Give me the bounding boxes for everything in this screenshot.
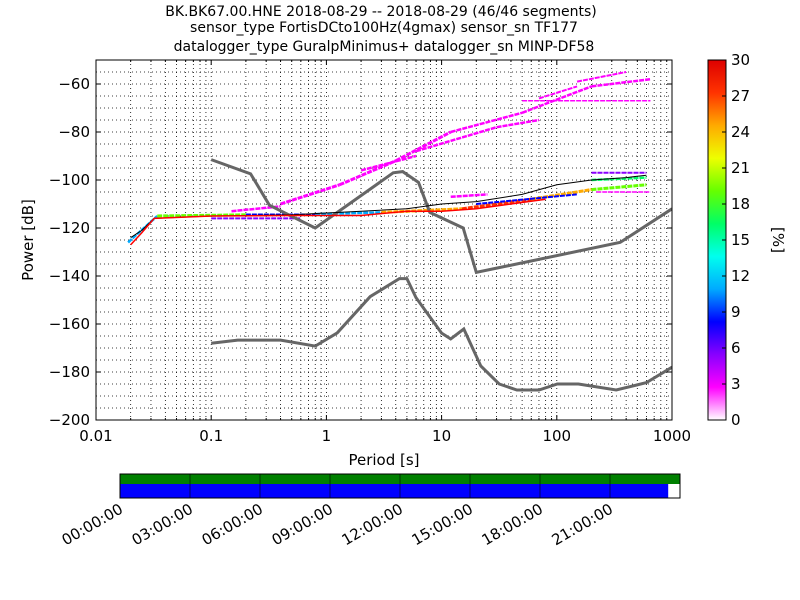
low-noise-model-line	[211, 277, 672, 392]
high-noise-model-line	[210, 158, 672, 275]
density-band	[315, 211, 382, 216]
colorbar-tick-label: 15	[731, 231, 750, 249]
processed-coverage-bar	[120, 484, 669, 498]
colorbar-label: [%]	[769, 227, 787, 253]
y-tick-label: −100	[49, 171, 90, 189]
y-tick-label: −60	[58, 75, 90, 93]
density-band	[157, 213, 246, 218]
density-band	[395, 130, 452, 163]
density-band	[496, 118, 540, 129]
density-band	[591, 77, 651, 88]
noise-models	[210, 158, 672, 392]
y-axis-ticks: −60 −80 −100 −120 −140 −160 −180 −200	[49, 75, 672, 429]
colorbar-tick-label: 12	[731, 267, 750, 285]
colorbar-tick-label: 30	[731, 51, 750, 69]
y-axis-label: Power [dB]	[19, 199, 37, 281]
y-tick-label: −200	[49, 411, 90, 429]
colorbar-tick-label: 6	[731, 339, 741, 357]
time-tick-label: 03:00:00	[129, 500, 196, 549]
x-tick-label: 0.1	[199, 427, 223, 445]
x-tick-label: 10	[432, 427, 451, 445]
density-band	[415, 126, 497, 153]
density-band	[231, 205, 281, 213]
density-band	[450, 193, 488, 199]
title-line-1: BK.BK67.00.HNE 2018-08-29 -- 2018-08-29 …	[165, 4, 596, 20]
x-tick-label: 100	[542, 427, 571, 445]
plot-frame	[95, 59, 673, 421]
time-tick-label: 21:00:00	[549, 500, 616, 549]
time-coverage: 00:00:00 03:00:00 06:00:00 09:00:00 12:00:00…	[59, 473, 681, 549]
colorbar-tick-label: 3	[731, 375, 741, 393]
chart-title: BK.BK67.00.HNE 2018-08-29 -- 2018-08-29 …	[165, 4, 596, 55]
x-tick-label: 1000	[653, 427, 691, 445]
density-band	[576, 71, 627, 83]
density-band	[360, 154, 417, 172]
x-tick-label: 1	[322, 427, 332, 445]
x-axis-ticks: 0.01 0.1 1 10 100 1000	[79, 60, 691, 445]
y-tick-label: −180	[49, 363, 90, 381]
time-tick-label: 00:00:00	[59, 500, 126, 549]
colorbar-tick-label: 21	[731, 159, 750, 177]
mode-line	[130, 198, 546, 246]
colorbar-tick-label: 27	[731, 87, 750, 105]
y-tick-label: −140	[49, 267, 90, 285]
time-tick-label: 09:00:00	[269, 500, 336, 549]
density-band	[450, 111, 523, 134]
colorbar-tick-label: 0	[731, 411, 741, 429]
time-tick-label: 15:00:00	[409, 500, 476, 549]
density-band	[521, 85, 592, 114]
y-tick-label: −80	[58, 123, 90, 141]
density-band	[280, 183, 340, 206]
title-line-3: datalogger_type GuralpMinimus+ datalogge…	[174, 39, 595, 55]
colorbar-tick-label: 9	[731, 303, 741, 321]
time-tick-label: 06:00:00	[199, 500, 266, 549]
time-tick-label: 12:00:00	[339, 500, 406, 549]
title-line-2: sensor_type FortisDCto100Hz(4gmax) senso…	[190, 20, 578, 36]
x-tick-label: 0.01	[79, 427, 112, 445]
grid	[96, 60, 672, 420]
density-band	[538, 85, 578, 100]
colorbar-ticks: 0 3 6 9 12 15 18 21 24 27 30	[722, 51, 750, 429]
density-band	[531, 188, 592, 201]
y-tick-label: −160	[49, 315, 90, 333]
statistic-lines	[130, 174, 647, 246]
colorbar-tick-label: 24	[731, 123, 750, 141]
x-axis-label: Period [s]	[348, 451, 419, 469]
colorbar-tick-label: 18	[731, 195, 750, 213]
y-tick-label: −120	[49, 219, 90, 237]
density-band	[591, 183, 647, 192]
time-tick-label: 18:00:00	[479, 500, 546, 549]
density-band	[476, 193, 578, 205]
